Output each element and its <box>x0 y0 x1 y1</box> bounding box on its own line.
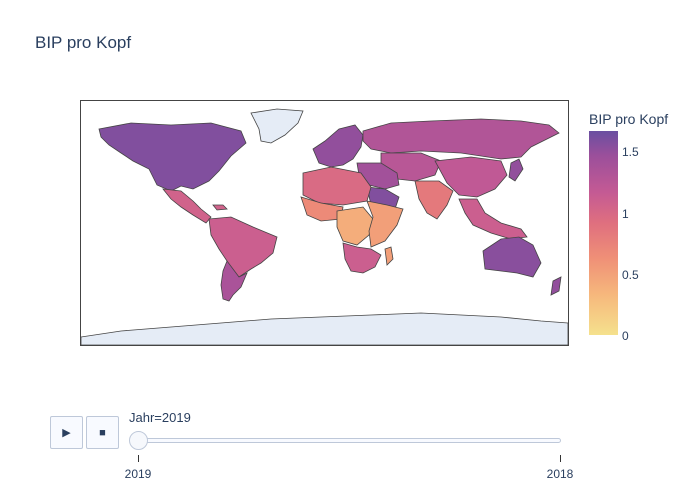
stop-button[interactable]: ■ <box>86 416 119 449</box>
region-china[interactable] <box>434 156 508 198</box>
colorbar-tick-1-5: 1.5 <box>622 145 639 159</box>
play-button[interactable]: ▶ <box>50 416 83 449</box>
slider-step-2018[interactable]: 2018 <box>546 467 574 481</box>
slider-current-value: Jahr=2019 <box>129 410 191 425</box>
region-western-europe[interactable] <box>312 124 364 168</box>
map-canvas <box>81 108 568 345</box>
play-icon: ▶ <box>62 427 71 439</box>
region-antarctica[interactable] <box>81 312 568 345</box>
colorbar-tick-1: 1 <box>622 207 629 221</box>
region-south-asia[interactable] <box>414 180 454 220</box>
region-east-africa[interactable] <box>366 200 404 248</box>
colorbar <box>589 131 618 335</box>
region-japan[interactable] <box>508 158 524 182</box>
region-central-america[interactable] <box>162 188 212 224</box>
colorbar-title: BIP pro Kopf <box>589 111 669 127</box>
slider-handle[interactable] <box>129 431 148 450</box>
region-southern-cone[interactable] <box>220 260 248 302</box>
colorbar-tick-0: 0 <box>622 329 629 343</box>
region-australia[interactable] <box>482 236 542 278</box>
region-north-africa[interactable] <box>302 166 372 206</box>
choropleth-map[interactable] <box>80 100 569 346</box>
region-caribbean[interactable] <box>212 204 228 211</box>
slider-tick-2018 <box>560 455 561 462</box>
slider-rail[interactable] <box>130 438 561 443</box>
region-north-america[interactable] <box>98 122 247 192</box>
slider-step-2019[interactable]: 2019 <box>124 467 152 481</box>
stop-icon: ■ <box>99 426 106 439</box>
region-central-africa[interactable] <box>336 206 374 246</box>
region-southeast-asia[interactable] <box>458 198 528 240</box>
chart-title: BIP pro Kopf <box>35 33 132 52</box>
slider-tick-2019 <box>138 455 139 462</box>
region-southern-africa[interactable] <box>342 242 382 274</box>
colorbar-tick-0-5: 0.5 <box>622 268 639 282</box>
region-russia[interactable] <box>362 118 560 160</box>
region-south-america[interactable] <box>208 216 278 278</box>
region-new-zealand[interactable] <box>550 276 562 296</box>
region-greenland[interactable] <box>250 108 304 144</box>
region-madagascar[interactable] <box>384 246 394 266</box>
